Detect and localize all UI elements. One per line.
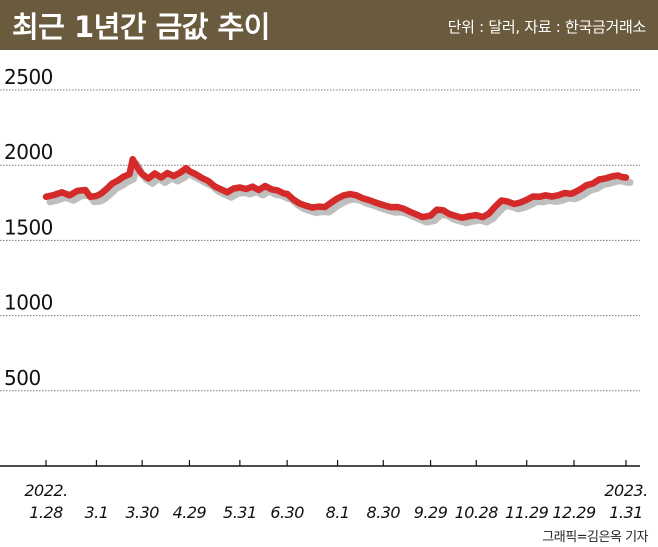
x-tick-label-4: 5.31 [223,503,257,522]
y-tick-label-500: 500 [4,366,41,390]
y-tick-label-1000: 1000 [4,291,53,315]
y-tick-label-1500: 1500 [4,215,53,239]
x-tick-label-6: 8.1 [326,503,350,522]
x-tick-label-8: 9.29 [414,503,448,522]
x-tick-label-1: 3.1 [84,503,108,522]
y-axis-labels: 500 1000 1500 2000 2500 [4,65,53,390]
x-tick-year-12: 2023. [604,481,647,500]
y-tick-label-2500: 2500 [4,65,53,89]
x-tick-label-12: 1.31 [609,503,643,522]
x-tick-label-2: 3.30 [125,503,159,522]
x-tick-label-11: 12.29 [552,503,596,522]
price-line [42,155,630,222]
graphic-credit: 그래픽=김은옥 기자 [542,530,648,545]
x-tick-label-0: 1.28 [29,503,63,522]
chart-title: 최근 1년간 금값 추이 [12,10,270,44]
x-tick-label-10: 11.29 [505,503,549,522]
x-tick-label-9: 10.28 [455,503,499,522]
title-banner: 최근 1년간 금값 추이 단위 : 달러, 자료 : 한국금거래소 [0,0,658,50]
unit-source-note: 단위 : 달러, 자료 : 한국금거래소 [447,18,647,36]
x-tick-label-3: 4.29 [173,503,207,522]
x-tick-label-5: 6.30 [270,503,304,522]
x-tick-label-7: 8.30 [366,503,400,522]
x-axis-labels: 2022. 1.28 3.1 3.30 4.29 5.31 6.30 8.1 8.30 9.29 1… [24,481,648,522]
grid-lines [0,89,640,392]
y-tick-label-2000: 2000 [4,140,53,164]
price-series [42,155,630,222]
x-axis-ticks [45,460,627,466]
x-tick-year-0: 2022. [24,481,67,500]
